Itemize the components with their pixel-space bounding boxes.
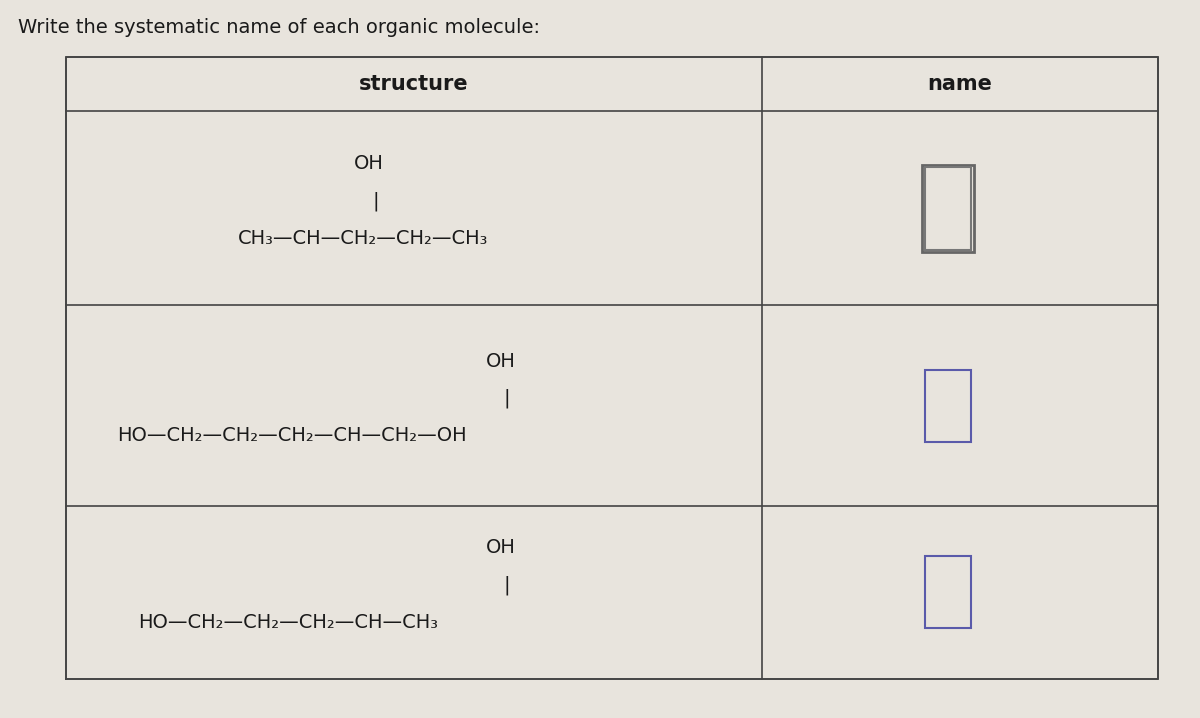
Text: OH: OH [486, 538, 516, 557]
Text: HO—CH₂—CH₂—CH₂—CH—CH₂—OH: HO—CH₂—CH₂—CH₂—CH—CH₂—OH [118, 426, 467, 445]
FancyBboxPatch shape [925, 556, 971, 628]
FancyBboxPatch shape [925, 370, 971, 442]
FancyBboxPatch shape [922, 165, 974, 252]
Text: |: | [503, 388, 510, 409]
Text: structure: structure [359, 75, 469, 94]
Text: OH: OH [486, 352, 516, 370]
Text: CH₃—CH—CH₂—CH₂—CH₃: CH₃—CH—CH₂—CH₂—CH₃ [238, 229, 488, 248]
FancyBboxPatch shape [925, 167, 971, 250]
Text: OH: OH [354, 154, 384, 173]
Text: |: | [372, 191, 379, 211]
Text: Write the systematic name of each organic molecule:: Write the systematic name of each organi… [18, 18, 540, 37]
Text: HO—CH₂—CH₂—CH₂—CH—CH₃: HO—CH₂—CH₂—CH₂—CH—CH₃ [138, 613, 438, 632]
FancyBboxPatch shape [66, 57, 1158, 679]
Text: name: name [928, 75, 992, 94]
Text: |: | [503, 575, 510, 595]
